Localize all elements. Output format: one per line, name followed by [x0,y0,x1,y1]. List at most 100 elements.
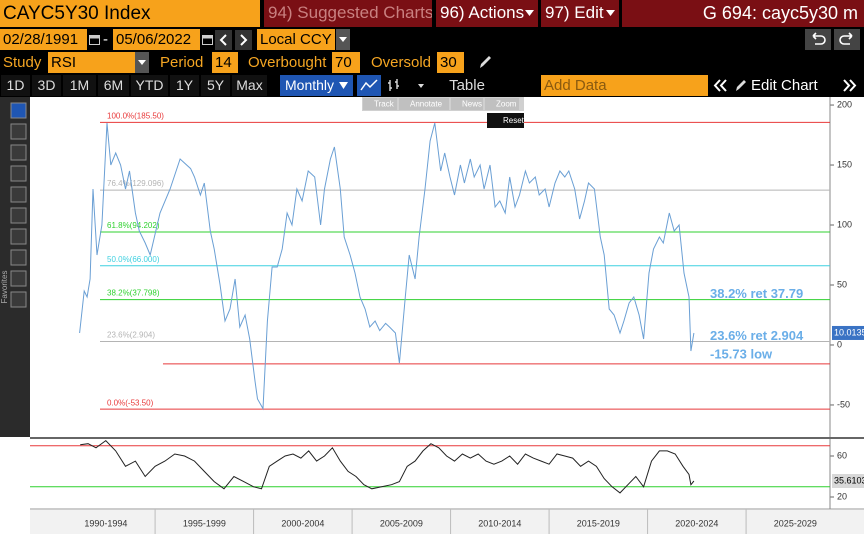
period-button[interactable]: Max [232,75,267,96]
oversold-field[interactable]: 30 [437,52,464,73]
tool-icon [10,291,27,308]
x-tick-label: 2005-2009 [380,518,423,528]
pen-icon[interactable] [478,55,492,70]
actions-button[interactable]: 96) Actions [436,0,538,27]
hover-tool [363,98,397,110]
y-tick-label: -50 [837,399,850,409]
reset-button [487,113,524,128]
period-field[interactable]: 14 [212,52,238,73]
label: 96) Actions [440,3,525,22]
x-tick-label: 2015-2019 [577,518,620,528]
overbought-field[interactable]: 70 [332,52,360,73]
fib-label: 100.0%(185.50) [107,112,164,121]
tool-icon [10,144,27,161]
period-button[interactable]: 6M [98,75,129,96]
dropdown[interactable] [336,29,350,50]
calendar-icon[interactable] [89,34,100,45]
label: 97) Edit [545,3,604,22]
edit-chart-button[interactable]: Edit Chart [733,75,821,96]
chart-type-icons[interactable] [357,75,435,96]
hover-tool-label: News [462,100,482,109]
y-tick-label: 0 [837,339,842,349]
hover-tool-label: Track [374,100,395,109]
data-line [79,122,695,411]
hover-tool [399,98,449,110]
tool-icon [10,102,27,119]
tool-icon [10,123,27,140]
hover-tool-label: Annotate [410,100,443,109]
last-value-box [832,325,864,340]
y-tick-label: 50 [837,279,847,289]
period-button[interactable]: 5Y [201,75,230,96]
period-button[interactable]: YTD [131,75,168,96]
x-tick-label: 2000-2004 [281,518,324,528]
x-tick-label: 1995-1999 [183,518,226,528]
chart: Favorites 200 150 100 50 0 -50 100.0%(185.50) 76… [0,97,864,534]
tool-icon [10,249,27,266]
tool-icon [10,186,27,203]
y-tick-label: 200 [837,99,852,109]
study-field[interactable]: RSI [48,52,135,73]
tool-column-lower [0,437,30,534]
annotation: 38.2% ret 37.79 [710,286,803,301]
tool-icon [10,165,27,182]
last-value-label: 35.6103 [834,475,864,485]
caret [525,10,534,16]
hover-tool [451,98,483,110]
y-tick-label: 100 [837,219,852,229]
fib-label: 50.0%(66.000) [107,255,160,264]
table-button[interactable]: Table [437,75,497,96]
y-tick-label: 150 [837,159,852,169]
period-label: Period [160,54,204,71]
y-tick-label: 20 [837,491,847,501]
data-line [80,439,695,494]
tool-icon [10,228,27,245]
range-dash: - [103,31,108,48]
pen-icon [736,80,746,91]
y-tick-label: 60 [837,450,847,460]
period-button[interactable]: 1Y [170,75,199,96]
nav-arrows[interactable] [215,30,253,50]
fib-label: 61.8%(94.202) [107,221,160,230]
overbought-label: Overbought [248,54,327,71]
label: Monthly [285,77,335,93]
period-button[interactable]: 1D [1,75,30,96]
collapse-icon[interactable] [710,75,732,96]
gcode: G 694: cayc5y30 m [622,0,864,27]
frequency-button[interactable]: Monthly [280,75,353,96]
period-button[interactable]: 1M [63,75,96,96]
expand-icon[interactable] [838,75,860,96]
x-tick-label: 1990-1994 [84,518,127,528]
tool-icon [10,270,27,287]
annotation: 23.6% ret 2.904 [710,328,804,343]
caret [606,10,615,16]
end-date[interactable]: 05/06/2022 [113,29,200,50]
hover-tool-label: Zoom [496,100,517,109]
period-button[interactable]: 3D [32,75,61,96]
x-tick-label: 2020-2024 [675,518,718,528]
currency-field[interactable]: Local CCY [257,29,335,50]
last-value-label: 10.0135 [834,327,864,337]
x-tick-label: 2010-2014 [478,518,521,528]
annotation: -15.73 low [710,346,773,361]
tool-icon [10,207,27,224]
oversold-label: Oversold [371,54,432,71]
fib-label: 0.0%(-53.50) [107,398,154,407]
suggested-button[interactable]: 94) Suggested Charts [264,0,432,27]
label: Edit Chart [751,77,818,94]
x-tick-label: 2025-2029 [774,518,817,528]
add-data-field[interactable]: Add Data [541,75,708,96]
start-date[interactable]: 02/28/1991 [0,29,87,50]
dropdown[interactable] [135,52,149,73]
undo-redo[interactable] [805,29,861,50]
edit-button[interactable]: 97) Edit [541,0,619,27]
fib-label: 23.6%(2.904) [107,331,155,340]
calendar-icon[interactable] [202,34,213,45]
last-value-box [832,474,864,489]
axis-row [30,510,864,534]
hover-tool [485,98,519,110]
ticker-field[interactable]: CAYC5Y30 Index [0,0,260,27]
caret [339,82,348,89]
fib-label: 76.4%(129.096) [107,179,164,188]
